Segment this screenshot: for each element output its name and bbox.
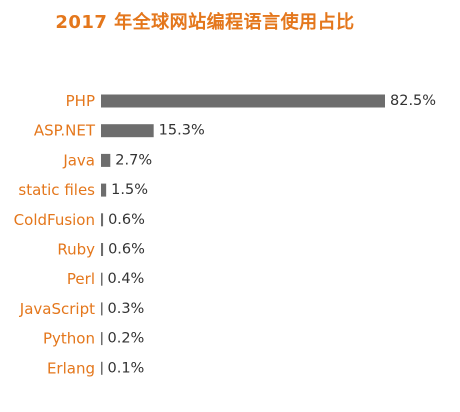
value-label: 2.7% (115, 152, 152, 168)
category-label: PHP (66, 92, 95, 110)
category-label: Java (62, 151, 95, 169)
category-label: static files (18, 181, 95, 199)
value-label: 0.1% (108, 360, 145, 376)
category-label: ColdFusion (14, 211, 95, 229)
bar (101, 302, 103, 316)
bar (101, 272, 103, 286)
category-label: Perl (67, 270, 95, 288)
value-label: 0.6% (108, 242, 145, 258)
value-label: 15.3% (159, 123, 205, 139)
category-label: ASP.NET (34, 122, 96, 140)
category-label: Erlang (47, 359, 95, 377)
bar (101, 124, 154, 138)
bar (101, 153, 111, 167)
category-label: Python (43, 330, 95, 348)
bar (101, 183, 107, 197)
value-label: 0.3% (108, 301, 145, 317)
chart-title: 2017 年全球网站编程语言使用占比 (55, 12, 355, 33)
bar (101, 361, 103, 375)
bar (101, 243, 104, 256)
bar (101, 213, 104, 227)
value-label: 1.5% (111, 182, 148, 198)
value-label: 0.4% (108, 271, 145, 287)
category-label: JavaScript (19, 300, 95, 318)
value-label: 0.6% (108, 212, 145, 228)
value-label: 82.5% (390, 93, 436, 109)
category-label: Ruby (57, 241, 95, 259)
bar (101, 94, 385, 108)
value-label: 0.2% (108, 331, 145, 347)
bar (101, 332, 103, 346)
